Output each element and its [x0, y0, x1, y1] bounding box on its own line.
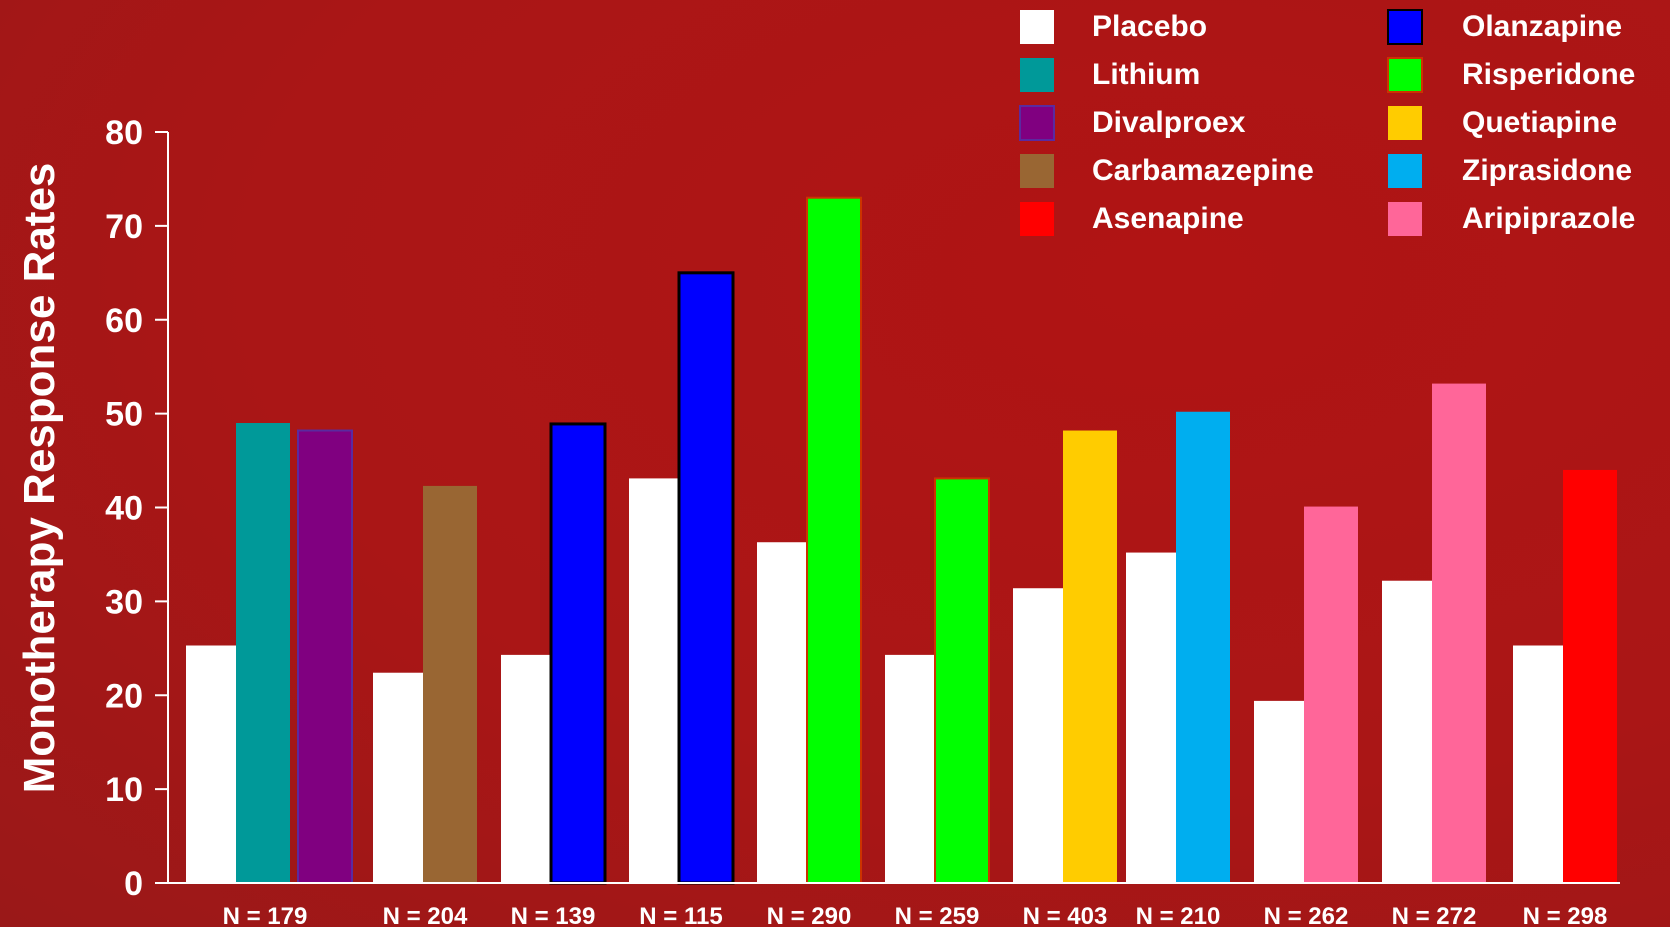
y-tick-label: 60: [105, 302, 143, 340]
legend-label-aripiprazole: Aripiprazole: [1462, 202, 1635, 235]
bar-divalproex-1: [297, 429, 353, 884]
legend-label-olanzapine: Olanzapine: [1462, 10, 1622, 43]
legend-label-quetiapine: Quetiapine: [1462, 106, 1617, 139]
x-category-label: N = 179: [223, 903, 308, 927]
x-category-label: N = 290: [767, 903, 852, 927]
legend-label-divalproex: Divalproex: [1092, 106, 1246, 139]
bar-carbamazepine-2: [423, 485, 477, 883]
x-category-label: N = 403: [1023, 903, 1108, 927]
y-axis-label: Monotherapy Response Rates: [15, 163, 64, 794]
x-category-label: N = 262: [1264, 903, 1349, 927]
x-category-label: N = 259: [895, 903, 980, 927]
bar-ziprasidone-8: [1176, 411, 1230, 883]
legend-label-carbamazepine: Carbamazepine: [1092, 154, 1314, 187]
legend-swatch-aripiprazole: [1388, 202, 1422, 236]
bar-placebo-3: [501, 654, 551, 883]
legend-swatch-asenapine: [1020, 202, 1054, 236]
legend-swatch-divalproex: [1019, 105, 1055, 141]
y-ticks: 0 10 20 30 40 50 60 70 80: [105, 114, 168, 903]
legend-swatch-lithium: [1020, 58, 1054, 92]
bar-quetiapine-7: [1063, 430, 1117, 883]
x-category-label: N = 210: [1136, 903, 1221, 927]
legend-label-lithium: Lithium: [1092, 58, 1200, 91]
bar-risperidone-6: [934, 477, 990, 884]
legend-swatch-quetiapine: [1388, 106, 1422, 140]
bar-lithium-1: [236, 423, 290, 883]
bar-olanzapine-3: [549, 422, 607, 885]
legend-label-placebo: Placebo: [1092, 10, 1207, 43]
bar-placebo-5: [757, 542, 807, 883]
legend-label-asenapine: Asenapine: [1092, 202, 1244, 235]
x-category-label: N = 204: [383, 903, 468, 927]
legend-swatch-carbamazepine: [1020, 154, 1054, 188]
bar-placebo-8: [1126, 552, 1176, 883]
y-tick-label: 10: [105, 771, 143, 809]
y-tick-label: 40: [105, 490, 143, 528]
bar-placebo-7: [1013, 588, 1063, 883]
bar-aripiprazole-10: [1432, 383, 1486, 883]
bar-placebo-9: [1254, 700, 1304, 883]
legend-label-risperidone: Risperidone: [1462, 58, 1635, 91]
bar-placebo-11: [1513, 645, 1563, 883]
legend: Placebo Lithium Divalproex Carbamazepine Ase…: [1019, 9, 1635, 236]
bars-layer: [186, 196, 1617, 885]
bar-risperidone-5: [806, 196, 862, 884]
bar-placebo-4: [629, 478, 679, 883]
legend-swatch-risperidone: [1387, 57, 1423, 93]
y-tick-label: 0: [124, 865, 143, 903]
bar-placebo-1: [186, 645, 236, 883]
bar-asenapine-11: [1563, 469, 1617, 883]
bar-aripiprazole-9: [1304, 506, 1358, 883]
y-tick-label: 80: [105, 114, 143, 152]
y-tick-label: 50: [105, 396, 143, 434]
x-category-label: N = 139: [511, 903, 596, 927]
legend-swatch-olanzapine: [1387, 9, 1423, 45]
legend-swatch-ziprasidone: [1388, 154, 1422, 188]
x-category-label: N = 298: [1523, 903, 1608, 927]
bar-placebo-10: [1382, 580, 1432, 883]
x-category-label: N = 115: [639, 903, 722, 927]
bar-olanzapine-4: [677, 271, 735, 885]
y-tick-label: 70: [105, 208, 143, 246]
bar-placebo-6: [885, 654, 935, 883]
y-tick-label: 30: [105, 583, 143, 621]
x-category-labels: N = 179 N = 204 N = 139 N = 115 N = 290 N = 2…: [223, 903, 1608, 927]
legend-label-ziprasidone: Ziprasidone: [1462, 154, 1632, 187]
bar-placebo-2: [373, 672, 423, 883]
legend-swatch-placebo: [1020, 10, 1054, 44]
x-category-label: N = 272: [1392, 903, 1477, 927]
y-tick-label: 20: [105, 677, 143, 715]
